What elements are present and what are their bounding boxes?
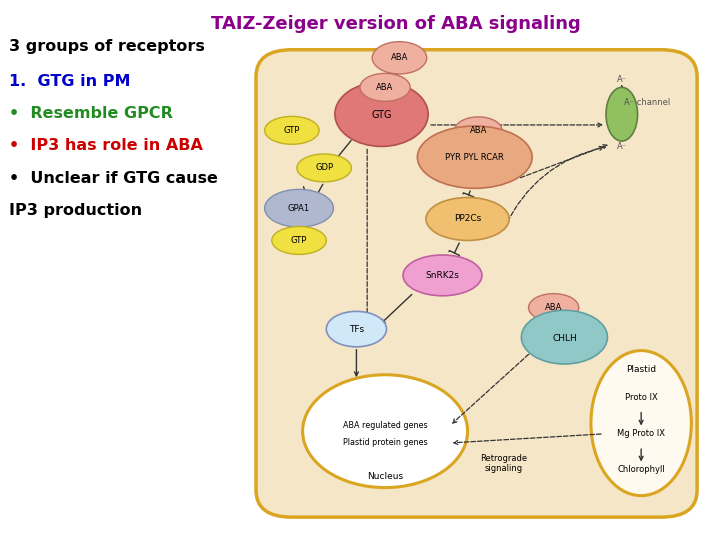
- Text: ABA: ABA: [377, 83, 394, 92]
- Text: ABA: ABA: [545, 303, 562, 312]
- Ellipse shape: [418, 126, 532, 188]
- Ellipse shape: [528, 294, 579, 322]
- Text: SnRK2s: SnRK2s: [426, 271, 459, 280]
- Text: A⁻: A⁻: [617, 75, 627, 84]
- Ellipse shape: [372, 42, 427, 74]
- Text: IP3 production: IP3 production: [9, 203, 142, 218]
- FancyBboxPatch shape: [256, 50, 697, 517]
- Text: •  Unclear if GTG cause: • Unclear if GTG cause: [9, 171, 217, 186]
- Text: 3 groups of receptors: 3 groups of receptors: [9, 39, 204, 54]
- Text: PP2Cs: PP2Cs: [454, 214, 481, 224]
- Text: ABA: ABA: [391, 53, 408, 62]
- Text: CHLH: CHLH: [552, 334, 577, 343]
- Text: GDP: GDP: [315, 164, 333, 172]
- Ellipse shape: [403, 255, 482, 296]
- Text: Nucleus: Nucleus: [367, 472, 403, 481]
- Ellipse shape: [591, 350, 691, 496]
- Text: GTP: GTP: [284, 126, 300, 135]
- Text: •  IP3 has role in ABA: • IP3 has role in ABA: [9, 138, 202, 153]
- Text: ABA regulated genes: ABA regulated genes: [343, 421, 428, 430]
- Text: Retrograde
signaling: Retrograde signaling: [480, 454, 527, 473]
- Text: A⁻: A⁻: [617, 142, 627, 151]
- Text: TFs: TFs: [349, 325, 364, 334]
- Text: GTP: GTP: [291, 236, 307, 245]
- Ellipse shape: [360, 73, 410, 102]
- Text: TAIZ-Zeiger version of ABA signaling: TAIZ-Zeiger version of ABA signaling: [211, 15, 581, 33]
- Text: GPA1: GPA1: [288, 204, 310, 213]
- Text: A⁻ channel: A⁻ channel: [624, 98, 670, 107]
- Text: GTG: GTG: [372, 110, 392, 120]
- Text: 1.  GTG in PM: 1. GTG in PM: [9, 74, 130, 89]
- Ellipse shape: [265, 116, 319, 144]
- Text: Chlorophyll: Chlorophyll: [617, 465, 665, 474]
- Ellipse shape: [302, 375, 467, 488]
- Ellipse shape: [265, 190, 333, 227]
- Ellipse shape: [271, 226, 326, 254]
- Ellipse shape: [426, 198, 509, 240]
- Text: •  Resemble GPCR: • Resemble GPCR: [9, 106, 172, 121]
- Text: ABA: ABA: [469, 126, 487, 135]
- Text: Plastid: Plastid: [626, 365, 656, 374]
- Text: Proto IX: Proto IX: [625, 393, 657, 402]
- Ellipse shape: [521, 310, 608, 364]
- Ellipse shape: [335, 82, 428, 146]
- Ellipse shape: [326, 312, 387, 347]
- Text: Plastid protein genes: Plastid protein genes: [343, 438, 428, 448]
- Ellipse shape: [454, 117, 502, 144]
- Text: PYR PYL RCAR: PYR PYL RCAR: [446, 153, 504, 161]
- Text: Mg Proto IX: Mg Proto IX: [617, 429, 665, 438]
- Ellipse shape: [606, 87, 638, 141]
- Ellipse shape: [297, 154, 351, 182]
